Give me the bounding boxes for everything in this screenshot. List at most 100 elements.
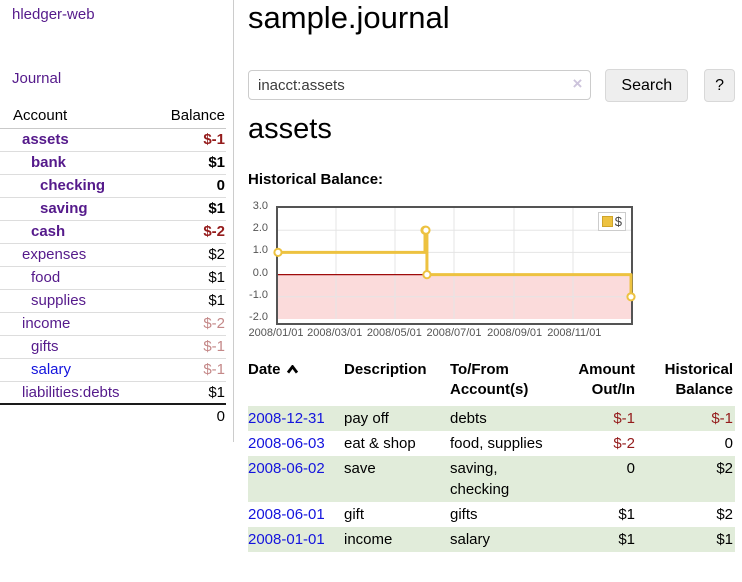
chart-legend: $	[597, 212, 626, 231]
register-date-cell: 2008-06-02	[248, 456, 344, 502]
account-link-salary[interactable]: salary	[31, 361, 72, 378]
account-link-cash[interactable]: cash	[31, 223, 66, 240]
account-row: checking 0	[0, 174, 226, 198]
account-link-expenses[interactable]: expenses	[22, 246, 87, 263]
y-tick-label: 0.0	[252, 266, 268, 279]
register-header-balance: Historical Balance	[664, 361, 733, 398]
clear-search-icon[interactable]: ×	[572, 74, 583, 93]
register-date-cell: 2008-06-03	[248, 431, 344, 456]
x-tick-label: 2008/11/01	[547, 327, 602, 339]
account-balance: $1	[154, 151, 226, 175]
register-balance: $-1	[643, 406, 735, 431]
register-accounts: saving, checking	[450, 456, 563, 502]
account-row: bank $1	[0, 151, 226, 175]
data-point-marker	[626, 292, 636, 302]
register-description: eat & shop	[344, 435, 416, 452]
account-row: assets $-1	[0, 128, 226, 152]
register-header-date[interactable]: Date	[248, 358, 344, 406]
register-amount: $1	[618, 506, 635, 523]
account-name-cell: gifts	[0, 335, 155, 359]
account-row: salary $-1	[0, 358, 226, 382]
page-title: sample.journal	[248, 0, 450, 35]
search-input[interactable]	[248, 70, 592, 100]
account-balance: $1	[208, 383, 225, 401]
account-link-income[interactable]: income	[22, 315, 71, 332]
register-row: 2008-06-02 save saving, checking 0 $2	[248, 456, 735, 502]
data-point-marker	[422, 270, 432, 280]
sidebar: hledger-web Journal Account Balance asse…	[0, 0, 233, 582]
register-date-cell: 2008-12-31	[248, 406, 344, 431]
register-balance: 0	[724, 435, 733, 452]
register-date-link[interactable]: 2008-06-02	[248, 460, 325, 477]
register-date-link[interactable]: 2008-01-01	[248, 531, 325, 548]
account-name-cell: income	[0, 312, 155, 336]
account-row: saving $1	[0, 197, 226, 221]
register-balance: $1	[643, 527, 735, 552]
account-link-assets[interactable]: assets	[22, 131, 69, 148]
account-balance: 0	[154, 174, 226, 198]
x-tick-label: 2008/07/01	[426, 327, 482, 339]
register-row: 2008-01-01 income salary $1 $1	[248, 527, 735, 552]
accounts-header-row: Account Balance	[0, 104, 226, 129]
accounts-header-account: Account	[0, 104, 155, 129]
accounts-table: Account Balance assets $-1 bank $1 checking 0…	[0, 104, 226, 427]
account-balance: $1	[154, 197, 226, 221]
account-link-supplies[interactable]: supplies	[31, 292, 87, 309]
sort-ascending-icon	[286, 364, 298, 374]
account-row: liabilities:debts $1	[0, 381, 226, 404]
register-description: income	[344, 527, 450, 552]
account-link-food[interactable]: food	[31, 269, 61, 286]
account-link-checking[interactable]: checking	[40, 177, 106, 194]
account-name-cell: supplies	[0, 289, 155, 313]
register-row: 2008-06-01 gift gifts $1 $2	[248, 502, 735, 527]
app-title-link[interactable]: hledger-web	[12, 6, 95, 23]
register-header-amount: Amount Out/In	[578, 361, 635, 398]
nav-journal-link[interactable]: Journal	[12, 70, 62, 87]
register-balance: $2	[716, 506, 733, 523]
account-balance: $2	[154, 243, 226, 267]
account-name-cell: cash	[0, 220, 155, 244]
data-point-marker	[421, 225, 431, 235]
search-form: × Search ?	[248, 69, 735, 102]
historical-balance-chart: 3.0 2.0 1.0 0.0 -1.0 -2.0 $ 2008/01/01 2008/03…	[246, 200, 735, 345]
help-button[interactable]: ?	[704, 69, 735, 102]
register-amount: $-1	[563, 406, 643, 431]
search-button[interactable]: Search	[605, 69, 689, 102]
account-name-cell: assets	[0, 128, 155, 152]
account-balance: $-1	[154, 128, 226, 152]
legend-swatch-icon	[601, 216, 613, 227]
y-tick-label: -1.0	[249, 288, 268, 301]
account-name-cell: saving	[0, 197, 155, 221]
accounts-total-spacer	[0, 403, 155, 427]
account-row: income $-2	[0, 312, 226, 336]
register-date-link[interactable]: 2008-06-01	[248, 506, 325, 523]
account-balance: $1	[154, 266, 226, 290]
account-name-cell: bank	[0, 151, 155, 175]
account-link-saving[interactable]: saving	[40, 200, 88, 217]
register-date-link[interactable]: 2008-12-31	[248, 410, 325, 427]
account-link-gifts[interactable]: gifts	[31, 338, 59, 355]
account-link-liabilities-debts[interactable]: liabilities:debts	[22, 383, 120, 401]
account-row: supplies $1	[0, 289, 226, 313]
chart-y-axis-labels: 3.0 2.0 1.0 0.0 -1.0 -2.0	[246, 200, 272, 328]
register-date-link[interactable]: 2008-06-03	[248, 435, 325, 452]
account-balance: $-1	[154, 358, 226, 382]
account-heading: assets	[248, 113, 332, 145]
account-balance: $-2	[154, 220, 226, 244]
account-balance: $-2	[154, 312, 226, 336]
register-date-cell: 2008-01-01	[248, 527, 344, 552]
account-row: gifts $-1	[0, 335, 226, 359]
chart-plot-area: $	[273, 206, 636, 325]
account-link-bank[interactable]: bank	[31, 154, 67, 171]
chart-title: Historical Balance:	[248, 171, 384, 188]
register-amount: $1	[563, 527, 643, 552]
accounts-total-row: 0	[0, 403, 226, 427]
y-tick-label: 3.0	[252, 200, 268, 212]
account-balance: $1	[154, 289, 226, 313]
y-tick-label: 1.0	[252, 244, 268, 257]
register-header-row: Date Description To/From Account(s) Amou…	[248, 358, 735, 406]
register-amount: 0	[563, 456, 643, 502]
account-row: food $1	[0, 266, 226, 290]
register-description: save	[344, 456, 450, 502]
account-name-cell: checking	[0, 174, 155, 198]
